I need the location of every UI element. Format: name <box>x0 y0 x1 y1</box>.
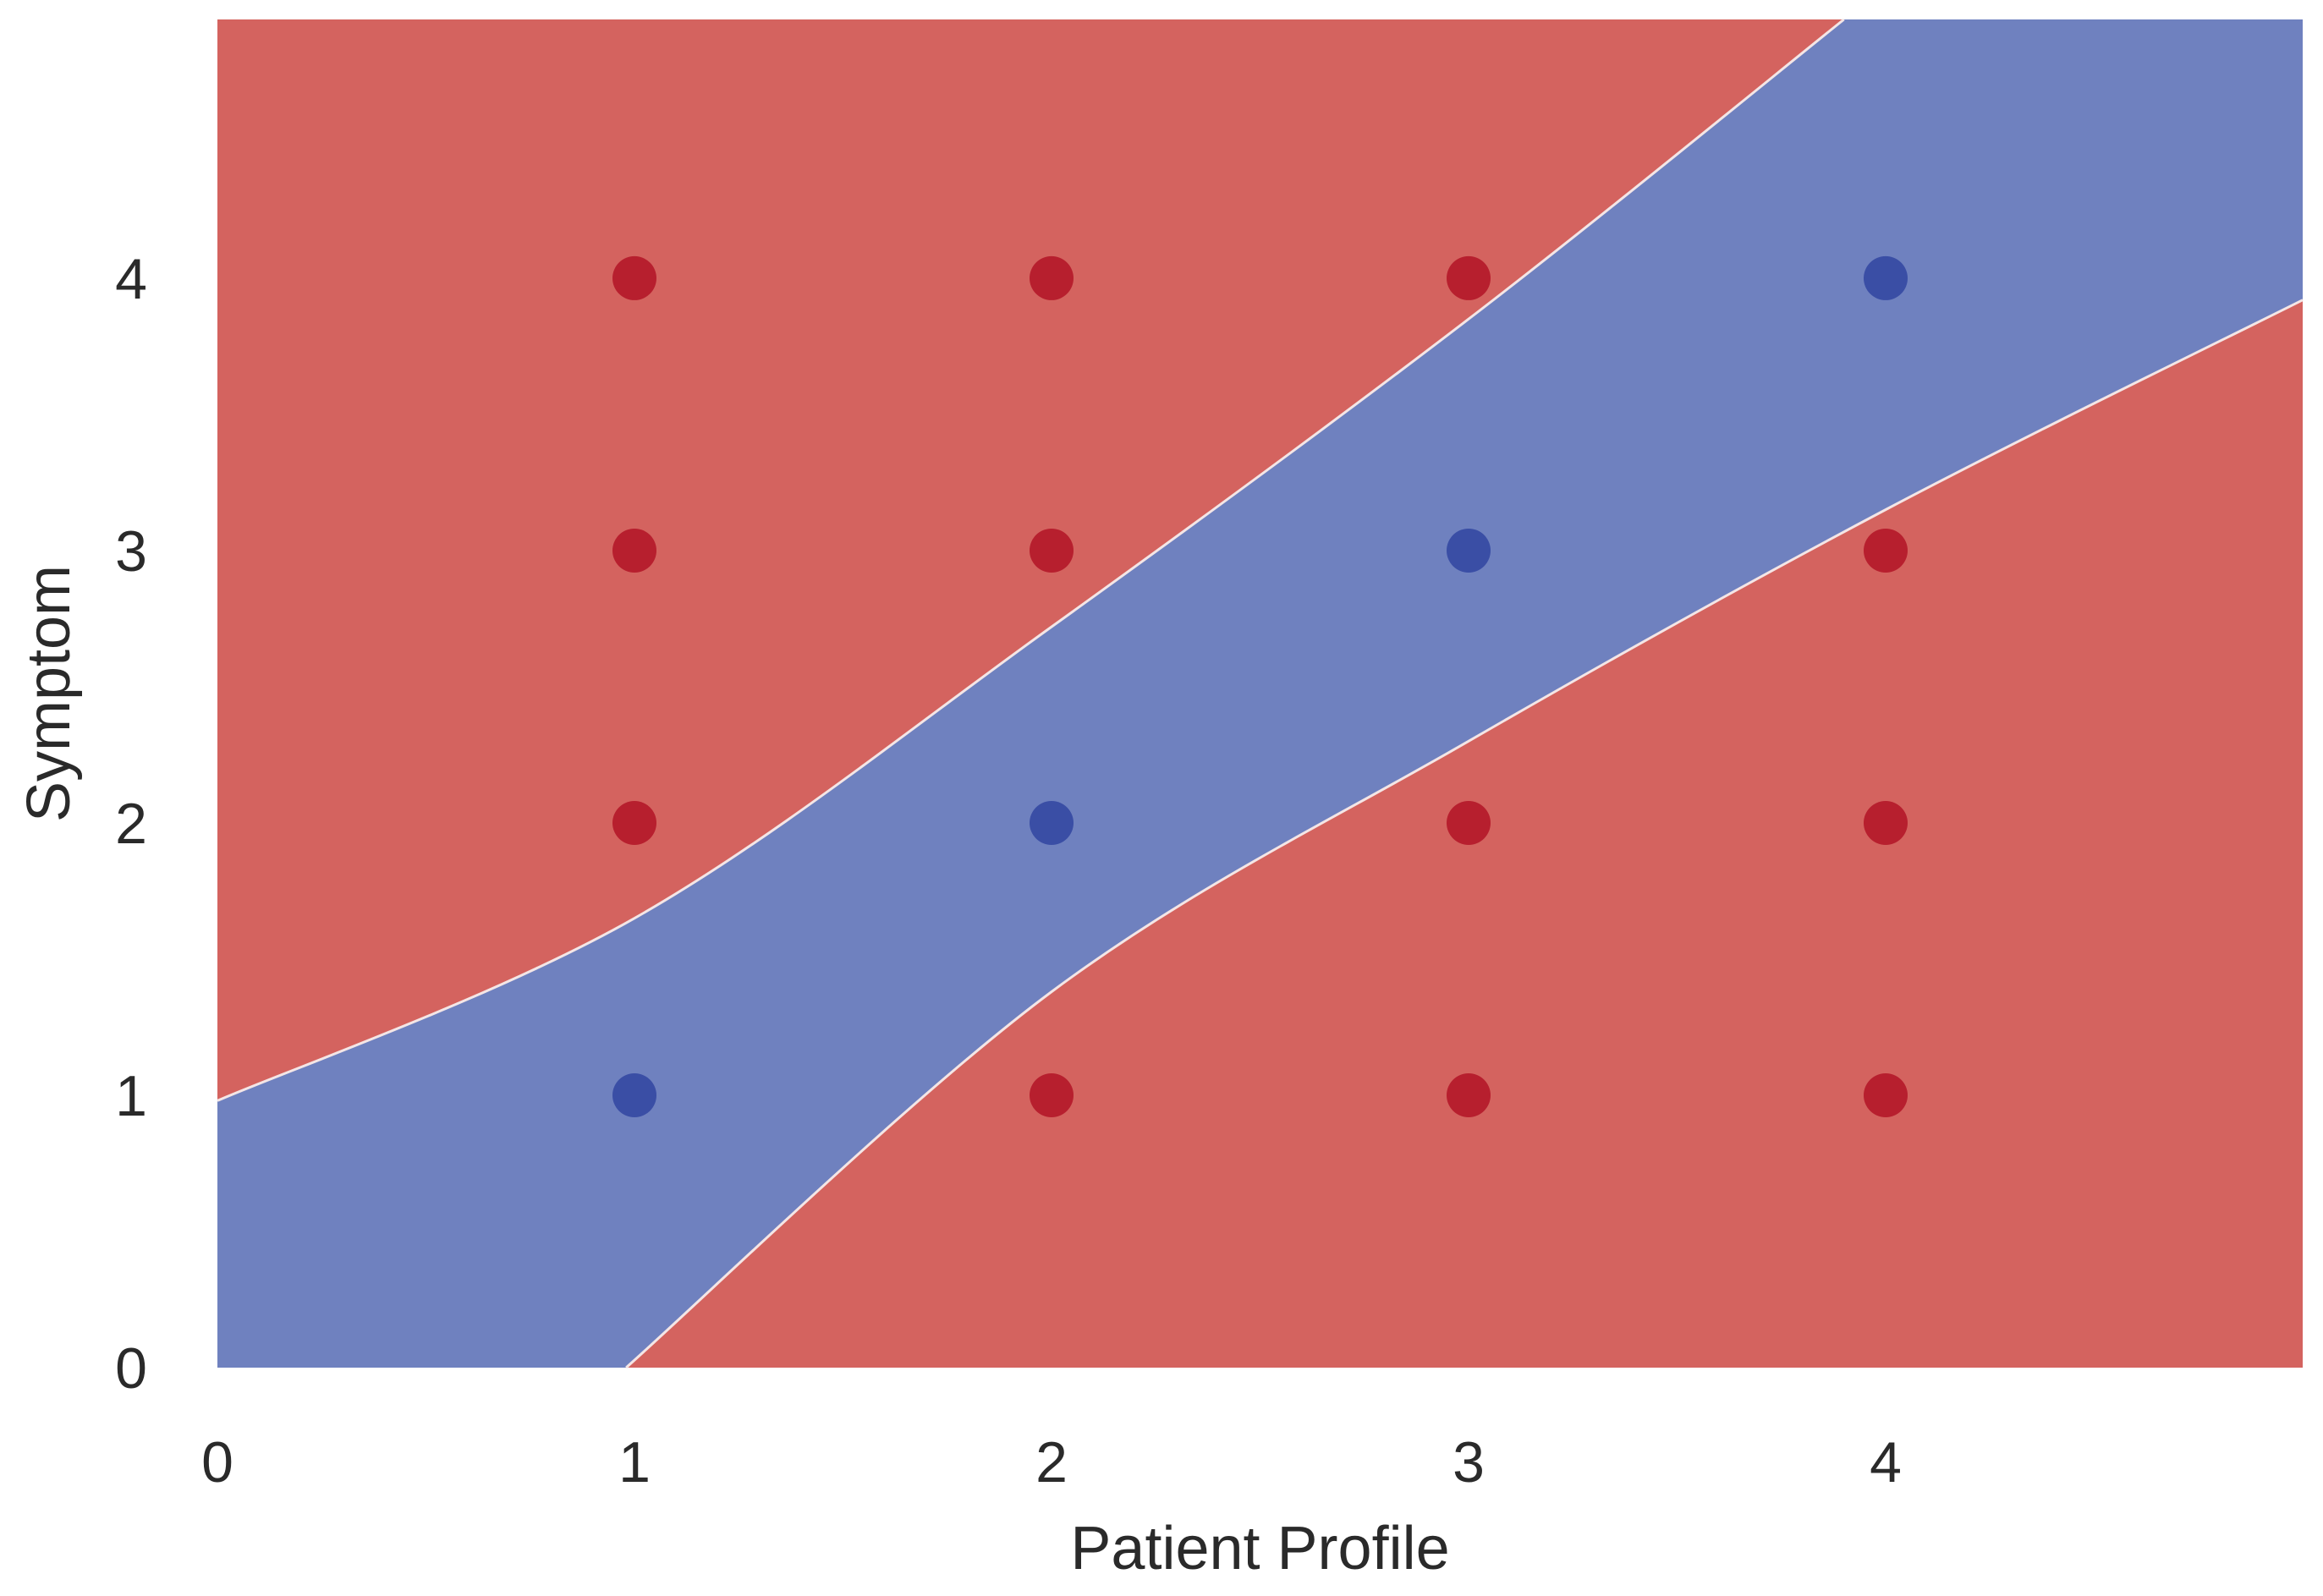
y-tick-label: 4 <box>115 247 147 311</box>
y-tick-label: 2 <box>115 792 147 856</box>
y-tick-label: 1 <box>115 1064 147 1128</box>
blue-region <box>217 19 2303 1368</box>
upper-boundary-line <box>217 18 1845 1102</box>
lower-boundary-line <box>625 299 2304 1369</box>
data-point-red <box>612 800 656 845</box>
data-point-red <box>1864 528 1908 573</box>
data-point-blue <box>1447 528 1491 573</box>
data-point-blue <box>1864 255 1908 300</box>
x-tick-label: 3 <box>1453 1430 1485 1495</box>
x-tick-label: 1 <box>618 1430 651 1495</box>
y-tick-label: 0 <box>115 1336 147 1401</box>
data-points <box>612 255 1908 1117</box>
data-point-red <box>1030 1072 1074 1117</box>
y-tick-label: 3 <box>115 519 147 584</box>
data-point-red <box>612 255 656 300</box>
x-axis-label: Patient Profile <box>1070 1515 1449 1582</box>
data-point-red <box>1447 800 1491 845</box>
y-axis-ticks: 0 1 2 3 4 <box>115 247 147 1401</box>
x-tick-label: 2 <box>1035 1430 1068 1495</box>
data-point-red <box>1030 528 1074 573</box>
data-point-red <box>1864 800 1908 845</box>
x-axis-ticks: 0 1 2 3 4 <box>201 1430 1902 1495</box>
data-point-red <box>612 528 656 573</box>
data-point-red <box>1864 1072 1908 1117</box>
data-point-red <box>1030 255 1074 300</box>
x-tick-label: 0 <box>201 1430 233 1495</box>
decision-regions <box>217 18 2304 1369</box>
data-point-red <box>1447 255 1491 300</box>
y-axis-label: Symptom <box>15 565 83 822</box>
data-point-blue <box>612 1072 656 1117</box>
data-point-blue <box>1030 800 1074 845</box>
x-tick-label: 4 <box>1870 1430 1902 1495</box>
data-point-red <box>1447 1072 1491 1117</box>
